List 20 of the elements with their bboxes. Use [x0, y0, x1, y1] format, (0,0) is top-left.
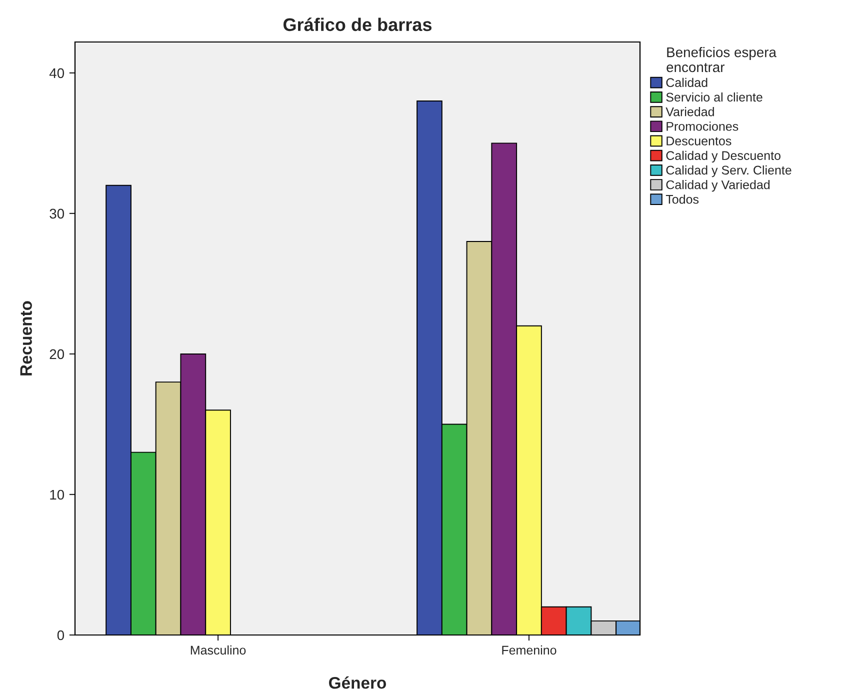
legend-label: Calidad y Descuento: [666, 150, 780, 162]
y-tick-label: 40: [49, 68, 64, 78]
legend-label: Promociones: [666, 122, 738, 131]
chart-title: Gráfico de barras: [283, 18, 432, 32]
legend-title: Beneficios espera encontrar: [666, 47, 776, 72]
legend-label: Descuentos: [666, 136, 732, 146]
x-tick-label: Femenino: [502, 645, 556, 655]
legend-label: Calidad y Serv. Cliente: [666, 165, 792, 178]
legend-label: Calidad: [666, 78, 708, 88]
legend-label: Servicio al cliente: [666, 92, 762, 102]
x-tick-label: Masculino: [190, 645, 246, 655]
legend-label: Todos: [666, 194, 699, 204]
legend-label: Variedad: [666, 107, 714, 116]
y-axis-title: Recuento: [20, 301, 32, 376]
y-tick-label: 0: [57, 630, 64, 640]
x-axis-title: Género: [329, 676, 386, 689]
legend-label: Calidad y Variedad: [666, 180, 770, 192]
y-tick-label: 10: [50, 490, 64, 500]
y-tick-label: 20: [50, 349, 64, 360]
y-tick-label: 30: [50, 208, 64, 219]
